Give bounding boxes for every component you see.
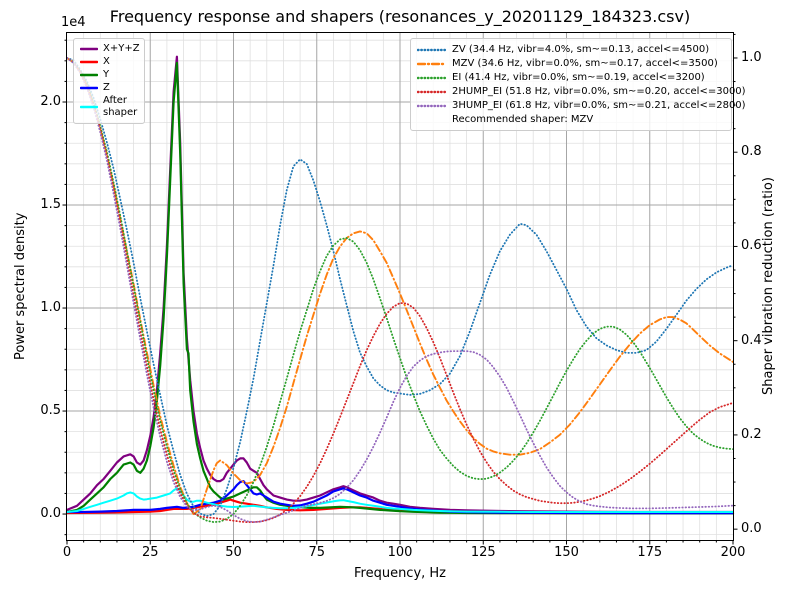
x-tick-label: 175 bbox=[637, 545, 663, 560]
x-tick-label: 25 bbox=[141, 545, 159, 560]
legend-item: Z bbox=[80, 82, 138, 94]
series-ei bbox=[66, 57, 734, 523]
legend-line-swatch bbox=[80, 105, 98, 109]
recommended-shaper-note: Recommended shaper: MZV bbox=[452, 114, 594, 125]
legend-item: 3HUMP_EI (61.8 Hz, vibr=0.0%, sm~=0.21, … bbox=[417, 99, 746, 112]
legend-line-swatch bbox=[80, 86, 98, 90]
y-left-tick-label: 2.0 bbox=[40, 94, 61, 109]
y-left-tick-label: 1.5 bbox=[40, 197, 61, 213]
legend-shapers: ZV (34.4 Hz, vibr=4.0%, sm~=0.13, accel<… bbox=[410, 38, 746, 131]
y-right-tick-label: 1.0 bbox=[741, 49, 762, 65]
legend-item: X+Y+Z bbox=[80, 43, 140, 55]
y-axis-offset-label: 1e4 bbox=[61, 15, 86, 30]
legend-item-label: After shaper bbox=[103, 95, 138, 118]
legend-item-label: X+Y+Z bbox=[103, 43, 140, 54]
x-tick-label: 125 bbox=[470, 545, 496, 560]
x-tick-label: 100 bbox=[387, 545, 413, 560]
legend-item-label: MZV (34.6 Hz, vibr=0.0%, sm~=0.17, accel… bbox=[452, 58, 718, 69]
chart-title: Frequency response and shapers (resonanc… bbox=[109, 7, 691, 26]
legend-item: MZV (34.6 Hz, vibr=0.0%, sm~=0.17, accel… bbox=[417, 57, 725, 70]
legend-line-swatch bbox=[80, 47, 98, 51]
x-tick-label: 75 bbox=[308, 545, 326, 560]
y-right-tick-label: 0.0 bbox=[741, 521, 762, 537]
legend-item-label: 2HUMP_EI (51.8 Hz, vibr=0.0%, sm~=0.20, … bbox=[452, 86, 746, 97]
y-left-tick-label: 0.0 bbox=[40, 506, 61, 522]
x-tick-label: 0 bbox=[62, 545, 72, 560]
legend-item: Y bbox=[80, 69, 138, 81]
legend-line-swatch bbox=[80, 73, 98, 77]
series-mzv bbox=[66, 57, 734, 516]
legend-line-swatch bbox=[417, 48, 447, 51]
y-left-tick-label: 1.0 bbox=[40, 300, 61, 316]
legend-item: EI (41.4 Hz, vibr=0.0%, sm~=0.19, accel<… bbox=[417, 71, 725, 84]
legend-item: X bbox=[80, 56, 138, 68]
series-3hump_ei bbox=[66, 57, 734, 523]
x-tick-label: 50 bbox=[225, 545, 242, 560]
y-right-tick-label: 0.6 bbox=[741, 238, 762, 254]
legend-item-label: 3HUMP_EI (61.8 Hz, vibr=0.0%, sm~=0.21, … bbox=[452, 100, 746, 111]
legend-line-swatch bbox=[417, 76, 447, 79]
x-tick-label: 200 bbox=[720, 545, 746, 560]
y-axis-label-left: Power spectral density bbox=[13, 212, 28, 361]
series-2hump_ei bbox=[66, 57, 734, 523]
legend-line-swatch bbox=[417, 90, 447, 93]
legend-item-label: EI (41.4 Hz, vibr=0.0%, sm~=0.19, accel<… bbox=[452, 72, 705, 83]
legend-item: After shaper bbox=[80, 95, 138, 119]
legend-item-label: ZV (34.4 Hz, vibr=4.0%, sm~=0.13, accel<… bbox=[452, 44, 710, 55]
y-axis-label-right: Shaper vibration reduction (ratio) bbox=[761, 177, 776, 396]
legend-item: 2HUMP_EI (51.8 Hz, vibr=0.0%, sm~=0.20, … bbox=[417, 85, 746, 98]
x-tick-label: 150 bbox=[554, 545, 579, 560]
series-after-shaper bbox=[66, 487, 734, 513]
y-left-tick-label: 0.5 bbox=[40, 403, 61, 419]
series-zv bbox=[66, 57, 734, 517]
legend-psd: X+Y+Z X Y Z After shaper bbox=[73, 38, 145, 124]
legend-item-label: Y bbox=[103, 69, 110, 80]
x-axis-label: Frequency, Hz bbox=[353, 566, 447, 581]
series-x-y-z bbox=[65, 55, 735, 514]
legend-line-swatch bbox=[80, 60, 98, 64]
y-right-tick-label: 0.2 bbox=[741, 426, 762, 442]
y-right-tick-label: 0.4 bbox=[741, 332, 762, 348]
legend-item-label: X bbox=[103, 56, 110, 67]
legend-line-swatch bbox=[417, 62, 447, 65]
y-right-tick-label: 0.8 bbox=[741, 144, 762, 160]
legend-item: ZV (34.4 Hz, vibr=4.0%, sm~=0.13, accel<… bbox=[417, 43, 725, 56]
legend-item-label: Z bbox=[103, 82, 110, 93]
legend-line-swatch bbox=[417, 104, 447, 107]
